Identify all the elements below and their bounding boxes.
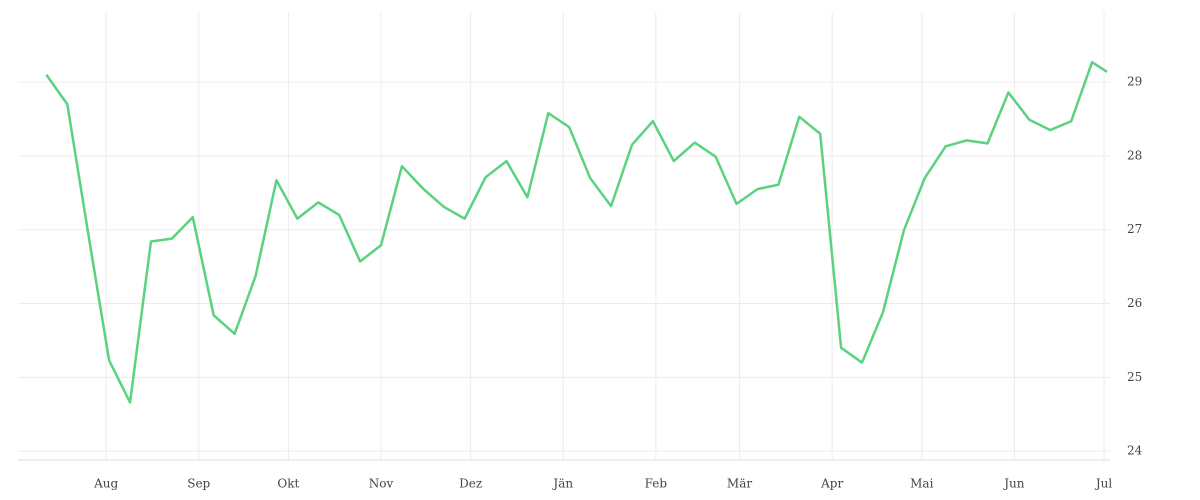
x-tick-label: Nov [369,477,394,491]
x-tick-label: Aug [93,477,118,491]
x-tick-label: Jul [1094,477,1113,491]
x-tick-label: Mär [727,477,752,491]
x-tick-label: Sep [187,477,210,491]
x-tick-label: Jän [551,477,573,491]
x-tick-label: Dez [459,477,482,491]
x-tick-label: Mai [910,477,933,491]
y-tick-label: 28 [1127,148,1142,162]
x-tick-label: Apr [820,477,843,491]
x-tick-label: Jun [1002,477,1025,491]
y-tick-label: 27 [1127,222,1142,236]
x-tick-label: Okt [277,477,299,491]
line [45,60,1108,404]
y-tick-label: 25 [1127,370,1142,384]
x-tick-label: Feb [645,477,668,491]
y-tick-label: 29 [1127,75,1142,89]
y-tick-label: 26 [1127,296,1142,310]
y-tick-label: 24 [1127,444,1143,458]
